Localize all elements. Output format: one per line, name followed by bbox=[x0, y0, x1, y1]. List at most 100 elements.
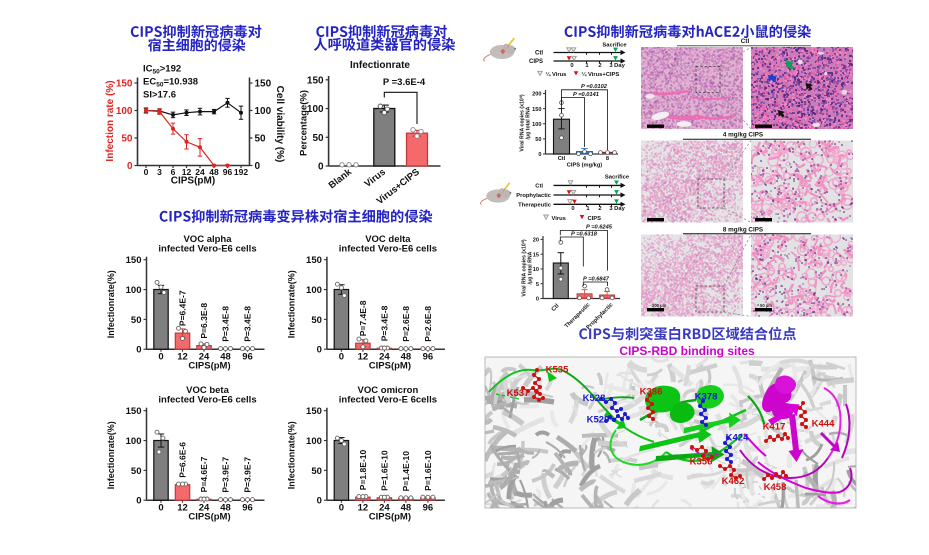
svg-text:100: 100 bbox=[306, 285, 322, 296]
svg-text:Infectionrate(%): Infectionrate(%) bbox=[106, 270, 116, 338]
svg-text:0: 0 bbox=[127, 161, 133, 172]
svg-text:VOC omicron: VOC omicron bbox=[358, 385, 419, 396]
svg-text:8: 8 bbox=[606, 156, 609, 162]
svg-text:Virus: Virus bbox=[552, 216, 566, 222]
svg-text:K535: K535 bbox=[546, 365, 569, 376]
svg-text:Ctl: Ctl bbox=[558, 156, 566, 162]
svg-text:P=3.4E-8: P=3.4E-8 bbox=[221, 306, 231, 342]
svg-text:Ctl: Ctl bbox=[535, 184, 543, 190]
svg-text:96: 96 bbox=[423, 503, 434, 514]
svg-text:6: 6 bbox=[171, 167, 176, 177]
svg-text:/μg total RNA: /μg total RNA bbox=[528, 251, 534, 284]
svg-text:K417: K417 bbox=[763, 422, 786, 433]
svg-text:Ctl: Ctl bbox=[535, 51, 543, 57]
svg-text:Sacrifice: Sacrifice bbox=[602, 43, 627, 49]
svg-text:CIPS(pM): CIPS(pM) bbox=[369, 361, 411, 372]
svg-text:0: 0 bbox=[144, 167, 149, 177]
svg-text:150: 150 bbox=[126, 255, 142, 266]
svg-text:Ctl: Ctl bbox=[741, 38, 750, 45]
svg-text:infected Vero-E 6cells: infected Vero-E 6cells bbox=[339, 395, 437, 406]
svg-text:50 µm: 50 µm bbox=[760, 303, 772, 308]
svg-text:1: 1 bbox=[585, 63, 589, 69]
svg-text:P=1.4E-10: P=1.4E-10 bbox=[401, 451, 411, 492]
svg-text:CIPS(pM): CIPS(pM) bbox=[369, 512, 411, 523]
svg-text:50: 50 bbox=[311, 466, 322, 477]
svg-text:P =0.0102: P =0.0102 bbox=[581, 84, 608, 90]
svg-text:Blank: Blank bbox=[327, 166, 355, 191]
svg-text:150: 150 bbox=[532, 107, 541, 113]
svg-text:Therapeutic: Therapeutic bbox=[518, 203, 552, 209]
svg-text:Day: Day bbox=[614, 206, 625, 212]
svg-text:100: 100 bbox=[255, 106, 272, 117]
svg-text:48: 48 bbox=[220, 503, 231, 514]
svg-text:P =0.0141: P =0.0141 bbox=[573, 92, 599, 98]
svg-text:Infectionrate(%): Infectionrate(%) bbox=[106, 421, 116, 489]
svg-text:0: 0 bbox=[570, 63, 573, 69]
svg-text:CIPS(pM): CIPS(pM) bbox=[188, 512, 230, 523]
svg-text:24: 24 bbox=[199, 503, 210, 514]
svg-text:8 mg/kg CIPS: 8 mg/kg CIPS bbox=[723, 227, 763, 234]
svg-text:96: 96 bbox=[242, 503, 253, 514]
svg-text:P=2.6E-8: P=2.6E-8 bbox=[401, 306, 411, 342]
svg-text:CIPS (mg/kg): CIPS (mg/kg) bbox=[567, 163, 602, 169]
svg-text:P=7.4E-8: P=7.4E-8 bbox=[358, 300, 368, 336]
svg-text:5: 5 bbox=[536, 282, 539, 288]
svg-text:2: 2 bbox=[598, 206, 601, 212]
svg-text:0: 0 bbox=[136, 496, 141, 507]
svg-text:0: 0 bbox=[317, 345, 322, 356]
svg-text:100: 100 bbox=[126, 436, 142, 447]
svg-text:100: 100 bbox=[126, 285, 142, 296]
svg-text:3: 3 bbox=[157, 167, 162, 177]
svg-text:P =0.6245: P =0.6245 bbox=[586, 225, 613, 231]
svg-text:24: 24 bbox=[379, 352, 390, 363]
svg-text:50: 50 bbox=[131, 315, 142, 326]
svg-text:12: 12 bbox=[177, 352, 188, 363]
svg-text:P=6.6E-6: P=6.6E-6 bbox=[178, 442, 188, 478]
svg-text:K424: K424 bbox=[726, 433, 749, 444]
svg-text:50: 50 bbox=[311, 315, 322, 326]
svg-text:50: 50 bbox=[121, 134, 133, 145]
svg-text:150: 150 bbox=[306, 255, 322, 266]
svg-text:48: 48 bbox=[401, 503, 412, 514]
svg-text:VOC alpha: VOC alpha bbox=[183, 234, 232, 245]
svg-text:0: 0 bbox=[339, 503, 344, 514]
svg-text:Cell viability (%): Cell viability (%) bbox=[274, 86, 285, 163]
svg-text:1: 1 bbox=[586, 206, 590, 212]
svg-text:P =3.6E-4: P =3.6E-4 bbox=[383, 77, 426, 88]
svg-text:12: 12 bbox=[358, 352, 369, 363]
svg-text:200: 200 bbox=[532, 92, 541, 98]
svg-text:Ctl: Ctl bbox=[551, 303, 561, 313]
svg-text:50: 50 bbox=[312, 133, 324, 144]
svg-text:3: 3 bbox=[609, 63, 613, 69]
svg-text:K528: K528 bbox=[583, 393, 606, 404]
svg-text:24: 24 bbox=[195, 167, 205, 177]
svg-text:Day: Day bbox=[614, 63, 625, 69]
svg-text:P=3.4E-8: P=3.4E-8 bbox=[243, 306, 253, 342]
svg-text:96: 96 bbox=[423, 352, 434, 363]
svg-text:SI>17.6: SI>17.6 bbox=[143, 90, 176, 101]
svg-text:P=6.4E-7: P=6.4E-7 bbox=[178, 290, 188, 326]
svg-text:¼ Virus+CIPS: ¼ Virus+CIPS bbox=[582, 71, 620, 78]
svg-text:3: 3 bbox=[609, 206, 613, 212]
svg-text:P=3.9E-7: P=3.9E-7 bbox=[243, 457, 253, 493]
svg-text:K462: K462 bbox=[722, 476, 745, 487]
svg-text:CIPS: CIPS bbox=[529, 59, 543, 65]
svg-text:48: 48 bbox=[209, 167, 219, 177]
svg-text:50: 50 bbox=[255, 134, 267, 145]
svg-text:100: 100 bbox=[307, 104, 324, 115]
svg-text:20: 20 bbox=[533, 238, 539, 244]
svg-text:P=3.9E-7: P=3.9E-7 bbox=[221, 457, 231, 493]
svg-text:infected Vero-E6 cells: infected Vero-E6 cells bbox=[158, 395, 256, 406]
svg-text:P =0.6318: P =0.6318 bbox=[571, 231, 598, 237]
svg-text:48: 48 bbox=[220, 352, 231, 363]
svg-text:0: 0 bbox=[158, 503, 163, 514]
svg-text:200 µm: 200 µm bbox=[652, 303, 667, 308]
svg-text:50: 50 bbox=[131, 466, 142, 477]
svg-text:CIPS(pM): CIPS(pM) bbox=[188, 361, 230, 372]
svg-text:P=1.6E-10: P=1.6E-10 bbox=[423, 450, 433, 491]
svg-text:96: 96 bbox=[242, 352, 253, 363]
svg-text:150: 150 bbox=[307, 75, 324, 86]
svg-text:Viral RNA copies (x104): Viral RNA copies (x104) bbox=[521, 239, 528, 296]
svg-text:Infectionrate(%): Infectionrate(%) bbox=[286, 421, 296, 489]
svg-text:15: 15 bbox=[533, 252, 539, 258]
